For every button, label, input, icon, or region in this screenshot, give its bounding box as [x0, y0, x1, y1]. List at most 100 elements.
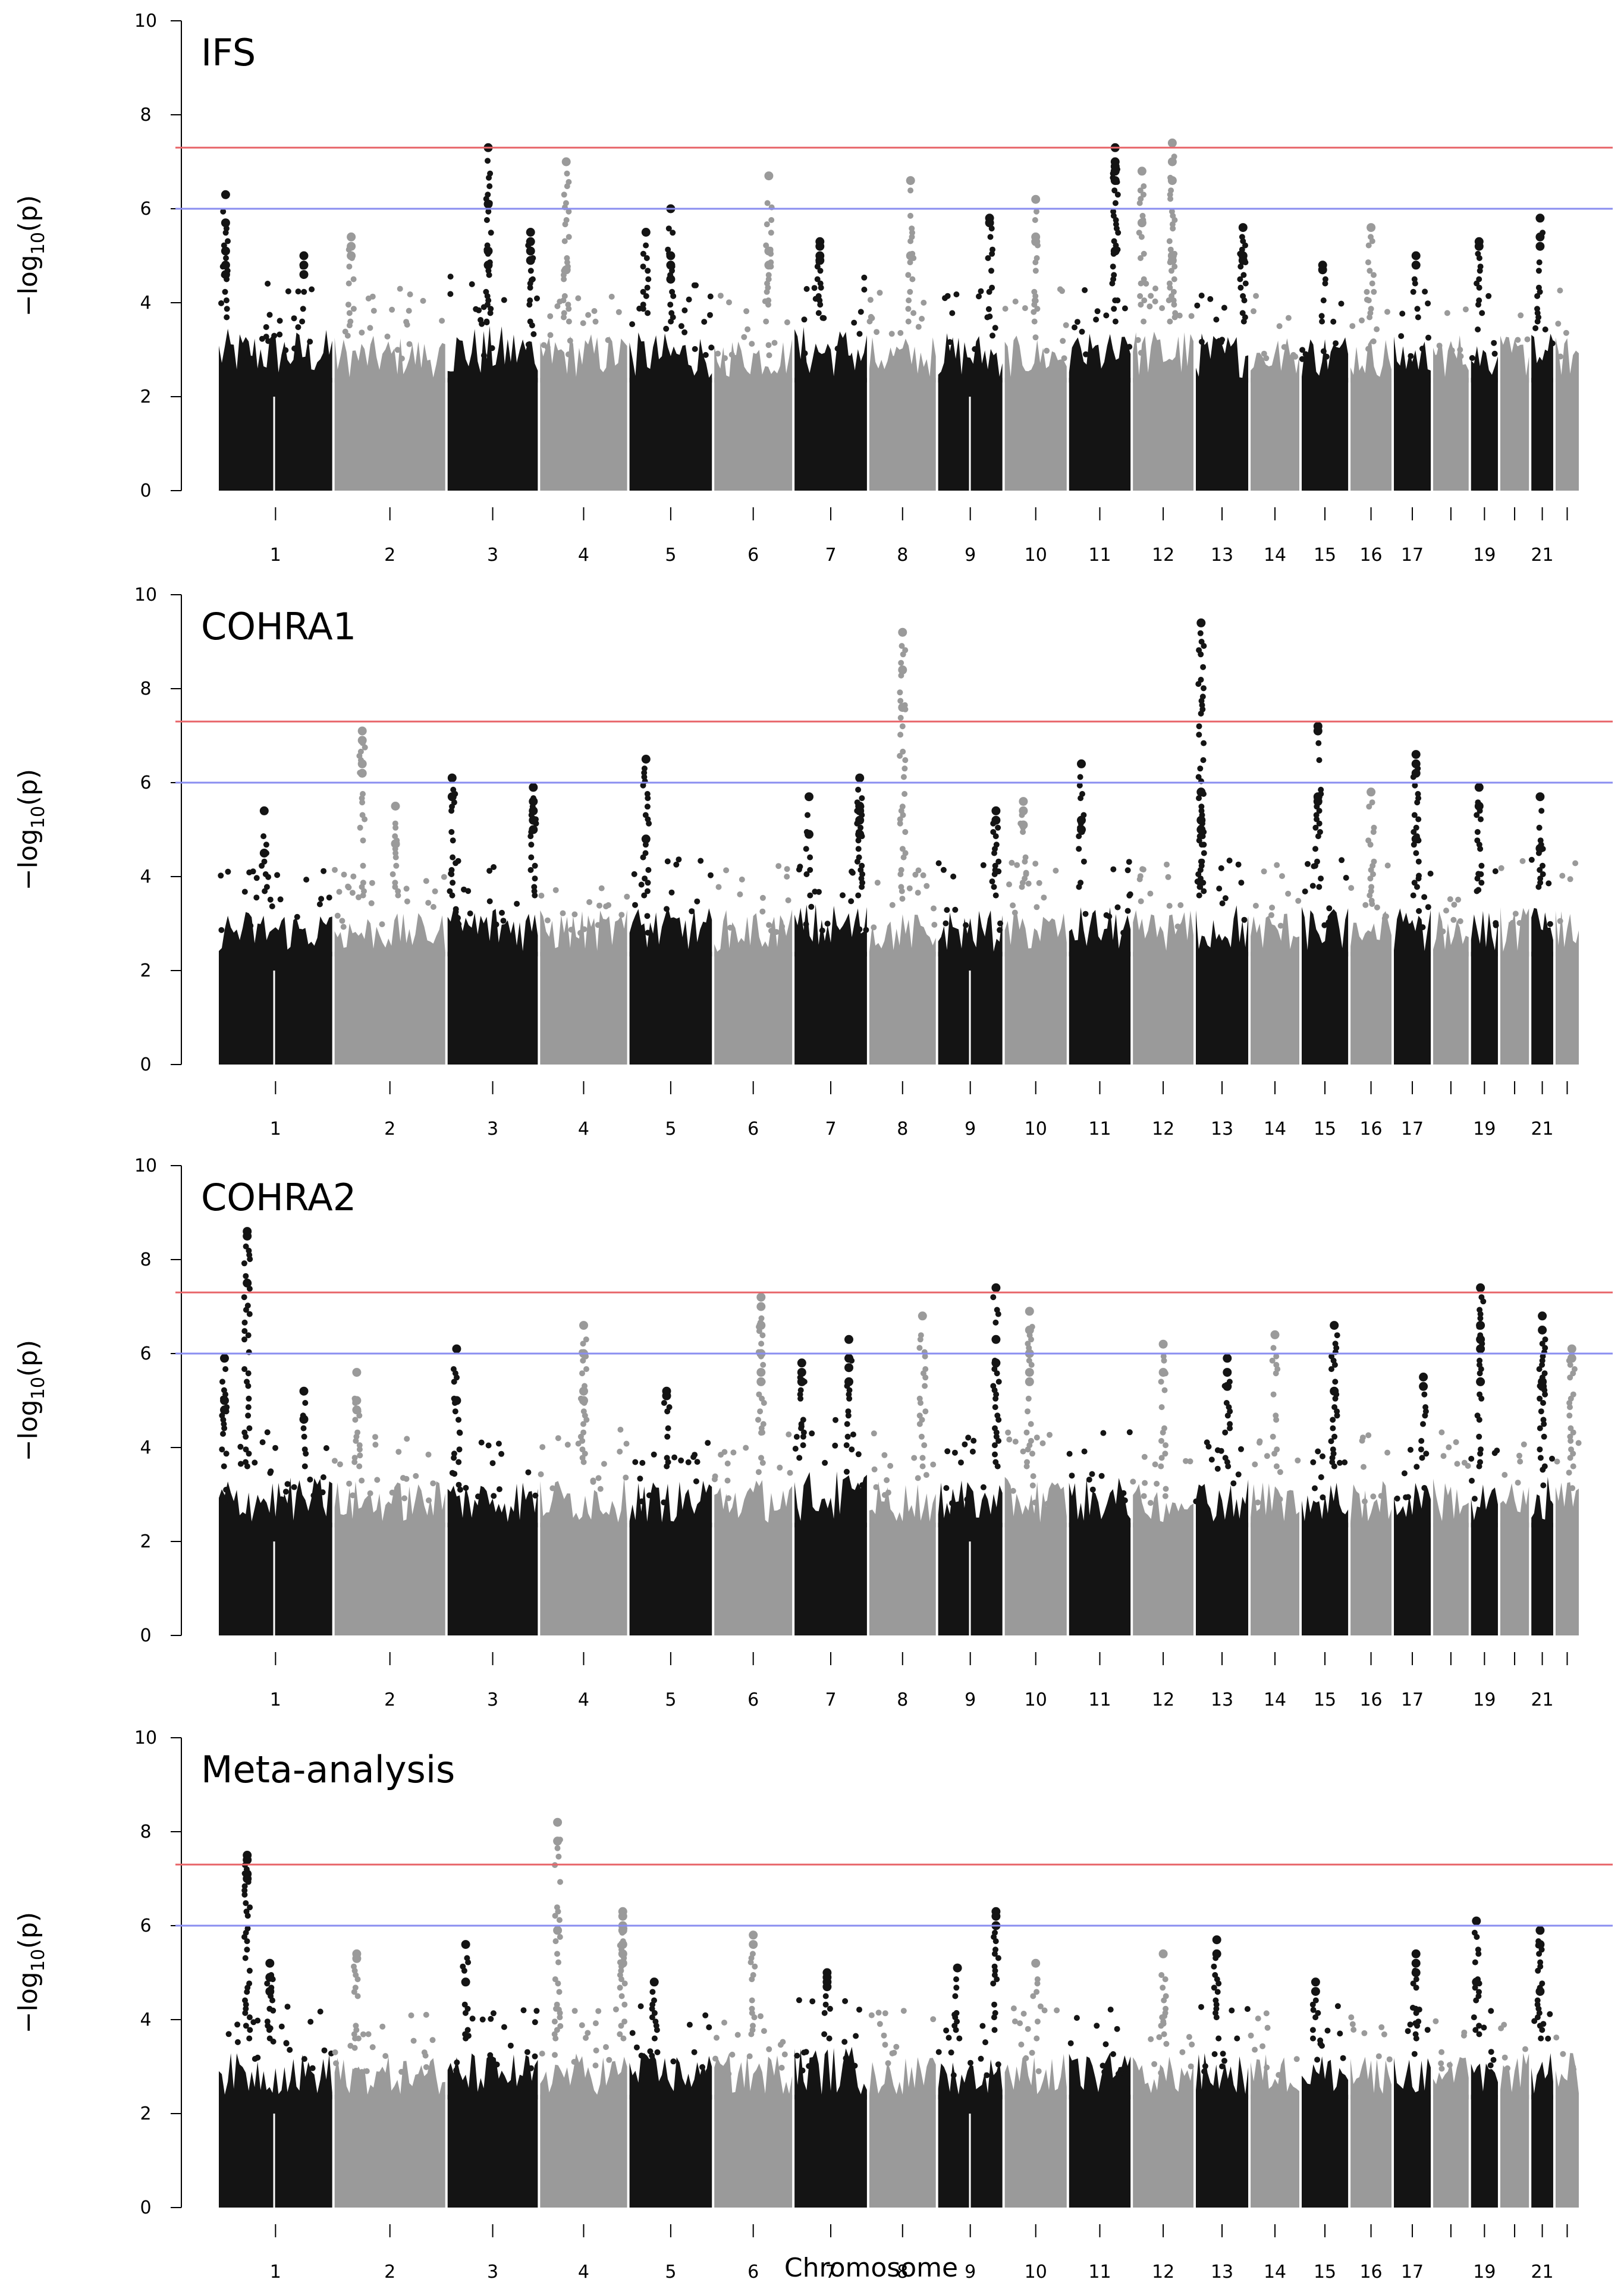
snp-point	[997, 920, 1003, 927]
snp-point	[345, 302, 351, 308]
peak-snp	[991, 806, 1001, 815]
snp-point	[994, 1412, 1001, 1419]
y-tick-label: 10	[134, 585, 157, 605]
snp-point	[1082, 287, 1088, 293]
chr-15-dense-band	[1302, 2095, 1349, 2208]
snp-point	[552, 1976, 558, 1983]
snp-point	[1034, 904, 1040, 910]
snp-point	[986, 288, 992, 295]
snp-point	[1114, 191, 1121, 198]
snp-point	[1415, 858, 1422, 865]
chromosome-label: 4	[578, 545, 589, 566]
snp-point	[1074, 319, 1080, 325]
snp-point	[538, 893, 545, 899]
chr-17-dense-band	[1394, 378, 1431, 491]
snp-point	[725, 1495, 731, 1502]
snp-point	[763, 318, 769, 325]
chromosome-label: 10	[1025, 1690, 1047, 1710]
chromosome-label: 5	[665, 545, 676, 566]
snp-point	[947, 339, 953, 346]
snp-point	[287, 2046, 293, 2053]
snp-point	[844, 1421, 850, 1427]
snp-point	[398, 355, 405, 362]
snp-point	[346, 1480, 353, 1487]
snp-point	[943, 2027, 950, 2034]
snp-point	[1264, 2064, 1270, 2071]
snp-point	[640, 306, 646, 312]
snp-point	[749, 1997, 755, 2004]
snp-point	[1566, 1470, 1572, 1476]
snp-point	[1072, 324, 1078, 331]
snp-point	[800, 1442, 806, 1449]
snp-point	[1005, 1429, 1012, 1436]
snp-point	[1268, 912, 1274, 918]
snp-point	[395, 892, 401, 899]
snp-point	[221, 1463, 227, 1470]
snp-point	[453, 2067, 460, 2073]
snp-point	[964, 1496, 970, 1503]
peak-snp	[1212, 1949, 1221, 1958]
snp-point	[1532, 325, 1539, 331]
snp-point	[580, 1429, 587, 1436]
snp-point	[1002, 306, 1009, 312]
snp-point	[852, 2062, 858, 2069]
peak-snp	[1167, 176, 1177, 186]
snp-point	[1162, 1493, 1168, 1499]
snp-point	[489, 345, 495, 351]
snp-point	[552, 1500, 558, 1507]
snp-point	[299, 318, 306, 325]
y-tick-label: 6	[140, 1343, 151, 1364]
snp-point	[403, 886, 410, 892]
snp-point	[1371, 858, 1377, 865]
snp-point	[425, 1451, 432, 1458]
snp-point	[1450, 916, 1457, 923]
snp-point	[761, 2028, 767, 2034]
peak-snp	[618, 1926, 627, 1935]
snp-point	[241, 1366, 248, 1373]
snp-point	[1137, 293, 1144, 299]
snp-point	[264, 1980, 271, 1987]
snp-point	[855, 1451, 862, 1458]
snp-point	[520, 2007, 527, 2014]
snp-point	[317, 2008, 323, 2015]
peak-snp	[391, 802, 400, 811]
snp-point	[398, 2068, 405, 2075]
chr-11-dense-band	[1069, 378, 1131, 491]
snp-point	[1359, 317, 1365, 324]
snp-point	[1252, 2046, 1258, 2053]
snp-point	[725, 2071, 732, 2077]
snp-point	[757, 1408, 764, 1415]
snp-point	[724, 1460, 731, 1467]
snp-point	[1044, 1500, 1051, 1507]
snp-point	[784, 866, 790, 872]
snp-point	[1196, 723, 1202, 730]
snp-point	[1264, 1453, 1270, 1459]
snp-point	[1538, 808, 1545, 814]
chr-14-dense-band	[1251, 2095, 1300, 2208]
chr-12-snp-cloud	[1133, 331, 1194, 383]
snp-point	[1200, 757, 1207, 764]
y-axis-label: −log10(p)	[13, 1340, 49, 1461]
snp-point	[803, 846, 809, 852]
snp-point	[1359, 1437, 1365, 1444]
snp-point	[1312, 2014, 1319, 2021]
snp-point	[552, 1938, 559, 1945]
snp-point	[1491, 1450, 1498, 1456]
snp-point	[1340, 2055, 1346, 2061]
peak-snp	[526, 228, 535, 237]
snp-point	[1010, 1487, 1016, 1494]
snp-point	[423, 878, 429, 884]
snp-point	[566, 234, 572, 240]
snp-point	[1328, 1353, 1335, 1359]
snp-point	[1315, 1448, 1321, 1455]
snp-point	[1162, 1976, 1168, 1983]
chromosome-label: 2	[384, 1690, 395, 1710]
snp-point	[1468, 1455, 1475, 1462]
snp-point	[1023, 871, 1029, 877]
snp-point	[766, 922, 772, 928]
snp-point	[1368, 888, 1374, 894]
snp-point	[985, 306, 992, 312]
peak-snp	[1167, 157, 1177, 167]
snp-point	[1433, 2018, 1439, 2024]
snp-point	[1425, 300, 1431, 307]
